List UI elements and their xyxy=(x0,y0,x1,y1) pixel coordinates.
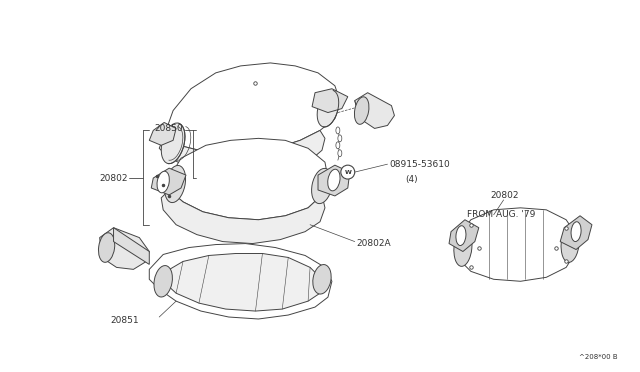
Ellipse shape xyxy=(317,90,339,127)
Ellipse shape xyxy=(164,166,186,203)
Polygon shape xyxy=(318,165,350,196)
Ellipse shape xyxy=(336,127,340,134)
Ellipse shape xyxy=(99,233,115,262)
Polygon shape xyxy=(149,122,176,145)
Polygon shape xyxy=(163,253,322,311)
Ellipse shape xyxy=(154,266,172,297)
Ellipse shape xyxy=(456,226,466,246)
Polygon shape xyxy=(169,138,328,220)
Circle shape xyxy=(341,165,355,179)
Text: ^208*00 B: ^208*00 B xyxy=(579,354,618,360)
Polygon shape xyxy=(449,220,479,251)
Polygon shape xyxy=(149,244,332,319)
Text: 20802: 20802 xyxy=(491,192,519,201)
Text: 20802A: 20802A xyxy=(356,239,391,248)
Text: 20850: 20850 xyxy=(154,124,183,133)
Polygon shape xyxy=(100,228,149,269)
Polygon shape xyxy=(560,216,592,250)
Ellipse shape xyxy=(336,142,340,149)
Polygon shape xyxy=(159,131,325,175)
Polygon shape xyxy=(161,190,325,244)
Text: 20802: 20802 xyxy=(99,174,127,183)
Ellipse shape xyxy=(328,169,340,191)
Ellipse shape xyxy=(312,169,332,203)
Ellipse shape xyxy=(338,150,342,157)
Polygon shape xyxy=(151,168,186,195)
Polygon shape xyxy=(312,89,348,113)
Text: W: W xyxy=(344,170,351,174)
Ellipse shape xyxy=(454,229,472,266)
Polygon shape xyxy=(457,208,576,281)
Ellipse shape xyxy=(571,222,581,241)
Text: 20851: 20851 xyxy=(111,317,140,326)
Ellipse shape xyxy=(355,97,369,124)
Ellipse shape xyxy=(161,123,185,164)
Polygon shape xyxy=(163,63,340,152)
Text: (4): (4) xyxy=(405,174,418,183)
Polygon shape xyxy=(113,228,149,264)
Ellipse shape xyxy=(157,171,170,193)
Ellipse shape xyxy=(313,264,331,294)
Ellipse shape xyxy=(561,225,579,262)
Ellipse shape xyxy=(338,135,342,142)
Text: FROM AUG. '79: FROM AUG. '79 xyxy=(467,210,535,219)
Polygon shape xyxy=(355,93,394,128)
Text: 08915-53610: 08915-53610 xyxy=(390,160,450,169)
